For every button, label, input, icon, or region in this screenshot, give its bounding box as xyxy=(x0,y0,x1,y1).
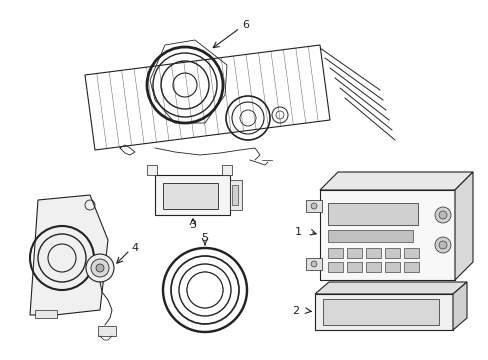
Circle shape xyxy=(438,211,446,219)
Bar xyxy=(346,262,361,272)
Bar xyxy=(231,185,238,205)
Bar xyxy=(305,258,321,270)
Bar xyxy=(229,180,242,210)
Circle shape xyxy=(310,261,316,267)
Bar xyxy=(305,200,321,212)
Bar xyxy=(327,230,412,242)
Bar xyxy=(384,248,399,258)
Polygon shape xyxy=(85,45,329,150)
Text: 4: 4 xyxy=(131,243,138,253)
Text: 5: 5 xyxy=(201,233,208,243)
Polygon shape xyxy=(452,282,466,330)
Polygon shape xyxy=(454,172,472,280)
Bar xyxy=(314,294,452,330)
Bar xyxy=(323,299,438,325)
Bar xyxy=(35,310,57,318)
Polygon shape xyxy=(319,172,472,190)
Bar xyxy=(147,165,157,175)
Text: 2: 2 xyxy=(292,306,299,316)
Bar xyxy=(222,165,231,175)
Bar xyxy=(327,248,342,258)
Circle shape xyxy=(438,241,446,249)
Circle shape xyxy=(96,264,104,272)
Circle shape xyxy=(434,237,450,253)
Bar xyxy=(384,262,399,272)
Bar xyxy=(403,248,418,258)
Bar xyxy=(327,262,342,272)
Bar xyxy=(98,326,116,336)
Bar xyxy=(365,262,380,272)
Bar xyxy=(319,190,454,280)
Bar xyxy=(327,203,417,225)
Bar xyxy=(403,262,418,272)
Polygon shape xyxy=(30,195,108,315)
Circle shape xyxy=(434,207,450,223)
Bar xyxy=(346,248,361,258)
Bar xyxy=(163,183,218,209)
Text: 3: 3 xyxy=(189,220,196,230)
Circle shape xyxy=(186,272,223,308)
Circle shape xyxy=(86,254,114,282)
Bar xyxy=(155,175,229,215)
Bar xyxy=(365,248,380,258)
Polygon shape xyxy=(314,282,466,294)
Circle shape xyxy=(91,259,109,277)
Text: 6: 6 xyxy=(242,20,249,30)
Text: 1: 1 xyxy=(294,227,301,237)
Circle shape xyxy=(310,203,316,209)
